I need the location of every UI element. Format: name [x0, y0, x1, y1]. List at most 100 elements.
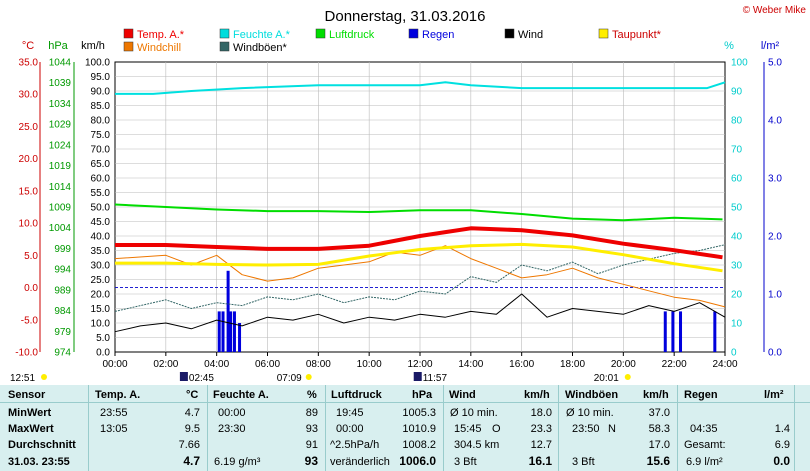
axis-tick-wind: 50.0: [91, 203, 111, 214]
cell-gust-current: 15.6: [646, 454, 670, 468]
axis-label-rain: l/m²: [761, 40, 780, 52]
axis-tick-temp: 25.0: [19, 122, 39, 133]
cell-wind-current: 16.1: [528, 454, 552, 468]
legend-swatch: [408, 28, 419, 39]
cell-temp-value: 4.7: [184, 407, 200, 419]
series-pressure: [114, 203, 723, 222]
chart-title: Donnerstag, 31.03.2016: [325, 8, 486, 25]
axis-tick-temp: 0.0: [24, 283, 38, 294]
axis-tick-pressure: 1014: [49, 182, 72, 193]
axis-tick-temp: 5.0: [24, 251, 38, 262]
cell-press-value: 1008.2: [402, 439, 436, 451]
row-label: MaxWert: [8, 423, 54, 435]
time-label: 12:51: [10, 373, 35, 384]
axis-tick-wind: 85.0: [91, 101, 111, 112]
cell-rain-value: 6.9: [774, 439, 790, 451]
series-gusts: [114, 244, 726, 312]
axis-tick-wind: 60.0: [91, 174, 111, 185]
axis-tick-wind: 35.0: [91, 246, 111, 257]
legend-swatch: [315, 28, 326, 39]
moon-icon: [179, 372, 188, 381]
axis-tick-wind: 30.0: [91, 261, 111, 272]
legend-swatch: [123, 28, 134, 39]
cell-hum-value: 89: [305, 407, 318, 419]
legend-label: Regen: [422, 29, 454, 41]
axis-tick-wind: 65.0: [91, 159, 111, 170]
axis-tick-time: 18:00: [560, 359, 585, 370]
axis-tick-wind: 95.0: [91, 72, 111, 83]
axis-tick-pressure: 979: [54, 327, 71, 338]
cell-temp-time: 23:55: [100, 407, 128, 419]
axis-tick-humidity: 60: [731, 174, 743, 185]
cell-wind-direction: O: [492, 423, 501, 435]
axis-tick-wind: 75.0: [91, 130, 111, 141]
axis-tick-temp: 35.0: [19, 58, 39, 69]
axis-tick-temp: 30.0: [19, 90, 39, 101]
cell-press-forecast: veränderlich: [330, 456, 390, 468]
cell-press-time: 00:00: [336, 423, 364, 435]
axis-tick-wind: 80.0: [91, 116, 111, 127]
cell-wind-distance: 304.5 km: [454, 439, 500, 451]
cell-wind-label: Ø 10 min.: [450, 407, 498, 419]
series-wind: [114, 293, 726, 333]
axis-label-temp: °C: [22, 40, 34, 52]
header-gust: Windböen: [565, 389, 619, 401]
cell-hum-current: 93: [304, 454, 318, 468]
cell-hum-time: 23:30: [218, 423, 246, 435]
axis-label-humidity: %: [724, 40, 734, 52]
axis-tick-wind: 25.0: [91, 275, 111, 286]
axis-tick-time: 02:00: [153, 359, 178, 370]
axis-tick-humidity: 70: [731, 145, 743, 156]
legend-label: Temp. A.*: [137, 29, 185, 41]
cell-press-current: 1006.0: [399, 454, 436, 468]
axis-tick-time: 20:00: [611, 359, 636, 370]
legend: Temp. A.* Feuchte A.* Luftdruck Regen Wind Ta…: [123, 28, 662, 54]
axis-tick-pressure: 1024: [49, 140, 72, 151]
cell-rain-current: 0.0: [773, 454, 790, 468]
cell-rain-value: 1.4: [774, 423, 790, 435]
sun-moon-marks: 12:51 02:45 07:09 11:57 20:01: [10, 372, 631, 384]
axis-tick-time: 22:00: [662, 359, 687, 370]
header-gust-unit: km/h: [643, 389, 669, 401]
header-sensor: Sensor: [8, 389, 46, 401]
axis-tick-time: 24:00: [712, 359, 737, 370]
cell-temp-value: 9.5: [184, 423, 200, 435]
summary-table: Sensor Temp. A. °C Feuchte A. % Luftdruc…: [0, 385, 810, 471]
header-temp-unit: °C: [186, 389, 199, 401]
header-wind-unit: km/h: [524, 389, 550, 401]
cell-gust-direction: N: [608, 423, 616, 435]
axis-tick-pressure: 999: [54, 244, 71, 255]
axis-tick-pressure: 1029: [49, 120, 72, 131]
header-pressure: Luftdruck: [331, 389, 382, 401]
sun-icon: [305, 374, 312, 380]
cell-wind-time: 15:45: [454, 423, 482, 435]
axis-tick-pressure: 1044: [49, 58, 72, 69]
axis-tick-temp: -5.0: [21, 315, 39, 326]
cell-press-value: 1010.9: [402, 423, 436, 435]
copyright-label: © Weber Mike: [743, 5, 807, 16]
axis-tick-humidity: 40: [731, 232, 743, 243]
sunrise-label: 07:09: [277, 373, 302, 384]
axis-tick-humidity: 80: [731, 116, 743, 127]
axis-tick-humidity: 10: [731, 319, 743, 330]
cell-rain-total: 6.9 l/m²: [686, 456, 723, 468]
legend-swatch: [598, 28, 609, 39]
cell-press-value: 1005.3: [402, 407, 436, 419]
axis-tick-humidity: 90: [731, 87, 743, 98]
axis-tick-time: 00:00: [102, 359, 127, 370]
cell-temp-value: 7.66: [178, 439, 200, 451]
sun-icon: [41, 374, 47, 380]
legend-label: Luftdruck: [329, 29, 375, 41]
legend-label: Windchill: [137, 42, 181, 54]
axis-tick-rain: 0.0: [768, 348, 782, 359]
header-humidity: Feuchte A.: [213, 389, 269, 401]
rain-bar: [217, 311, 221, 352]
header-humidity-unit: %: [307, 389, 317, 401]
axis-tick-pressure: 1004: [49, 223, 72, 234]
axis-tick-wind: 0.0: [96, 348, 110, 359]
axis-tick-temp: 15.0: [19, 186, 39, 197]
axis-tick-pressure: 984: [54, 306, 71, 317]
cell-hum-value: 93: [305, 423, 318, 435]
cell-gust-value: 58.3: [648, 423, 670, 435]
legend-label: Windböen*: [233, 42, 288, 54]
